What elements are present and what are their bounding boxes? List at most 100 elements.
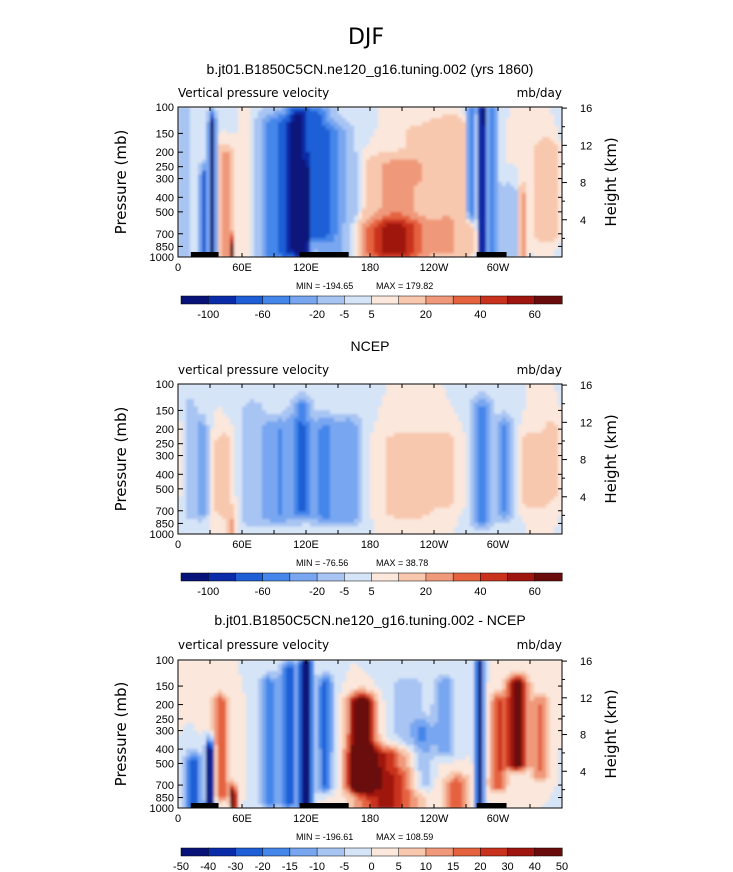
field-cell [422,159,427,164]
field-cell [490,399,495,404]
field-cell [290,178,295,183]
field-cell [382,178,387,183]
field-cell [342,204,347,209]
field-cell [530,185,535,191]
field-cell [362,249,367,254]
field-cell [282,406,287,411]
field-cell [294,245,299,251]
field-cell [418,245,423,251]
field-cell [530,406,535,411]
field-cell [202,200,207,206]
field-cell [342,245,347,251]
field-cell [526,182,531,187]
field-cell [358,421,363,426]
field-cell [454,125,459,131]
field-cell [490,170,495,176]
field-cell [482,219,487,224]
colorbar-label: -100 [197,309,219,321]
field-cell [190,208,195,213]
field-cell [218,395,223,400]
field-cell [350,227,355,232]
field-cell [190,122,195,127]
field-cell [478,212,483,217]
field-cell [262,137,267,142]
field-cell [434,414,439,419]
field-cell [494,155,499,161]
field-cell [322,167,327,172]
field-cell [274,129,279,134]
field-cell [362,230,367,236]
field-cell [510,387,515,393]
field-cell [322,234,327,239]
field-cell [226,410,231,415]
field-cell [350,170,355,176]
field-cell [466,249,471,254]
field-cell [398,204,403,209]
field-cell [182,193,187,198]
field-cell [234,185,239,191]
field-cell [358,384,363,389]
field-cell [418,399,423,404]
field-cell [298,114,303,119]
field-cell [286,242,291,247]
field-cell [482,133,487,138]
field-cell [190,163,195,168]
field-cell [542,129,547,134]
field-cell [474,163,479,168]
field-cell [210,242,215,247]
field-cell [442,414,447,419]
field-cell [470,193,475,198]
field-cell [306,212,311,217]
field-cell [262,110,267,116]
field-cell [486,230,491,236]
field-cell [198,118,203,123]
colorbar-label: 40 [474,309,486,321]
field-cell [502,129,507,134]
field-cell [390,242,395,247]
field-cell [358,178,363,183]
field-cell [398,114,403,119]
field-cell [306,125,311,131]
field-cell [414,230,419,236]
field-cell [294,118,299,123]
field-cell [258,114,263,119]
field-cell [266,410,271,415]
field-cell [274,212,279,217]
field-cell [318,399,323,404]
field-cell [306,391,311,396]
field-cell [358,399,363,404]
field-cell [382,200,387,206]
field-cell [374,245,379,251]
field-cell [530,223,535,228]
field-cell [354,414,359,419]
field-cell [526,402,531,408]
field-cell [286,144,291,149]
field-cell [410,242,415,247]
field-cell [278,110,283,116]
field-cell [334,223,339,228]
field-cell [290,242,295,247]
field-cell [426,384,431,389]
field-cell [330,227,335,232]
field-cell [538,399,543,404]
field-cell [262,152,267,157]
field-cell [330,133,335,138]
field-cell [474,148,479,153]
field-cell [490,384,495,389]
field-cell [330,406,335,411]
field-cell [406,185,411,191]
field-cell [278,414,283,419]
field-cell [182,133,187,138]
field-cell [218,197,223,202]
field-cell [246,140,251,146]
field-cell [498,110,503,116]
field-cell [254,242,259,247]
field-cell [254,110,259,116]
field-cell [182,417,187,423]
field-cell [294,129,299,134]
field-cell [330,399,335,404]
field-cell [258,391,263,396]
field-cell [238,208,243,213]
field-cell [518,110,523,116]
field-cell [426,387,431,393]
